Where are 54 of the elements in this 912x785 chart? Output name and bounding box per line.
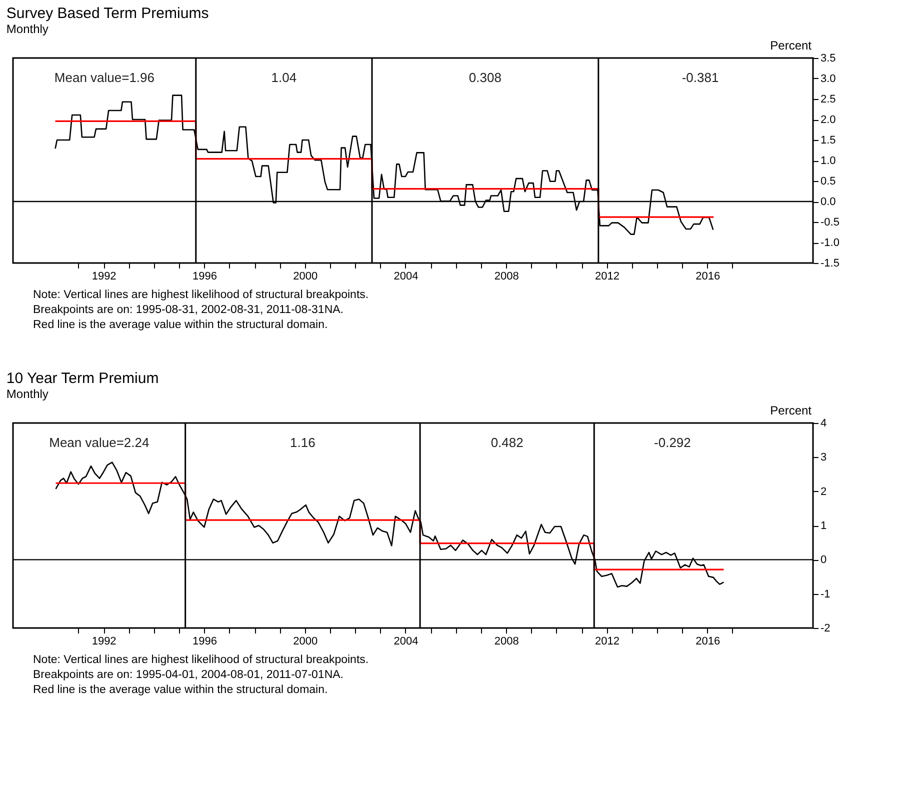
x-tick-label: 2008 — [494, 636, 519, 648]
x-tick-label: 2000 — [293, 636, 318, 648]
y-tick-label: 1.0 — [820, 155, 836, 167]
text: Breakpoints are on: 1995-08-31, 2002-08-31, 2011-08-31NA. — [33, 304, 344, 316]
y-tick-label: 4 — [820, 418, 827, 430]
y-axis-title: Percent — [770, 38, 812, 52]
x-tick-label: 2016 — [696, 636, 720, 648]
x-tick-label: 2012 — [594, 270, 620, 282]
annotation: Mean value=1.96 — [54, 70, 154, 85]
chart-subtitle: Monthly — [6, 387, 48, 401]
x-tick-label: 2004 — [394, 636, 418, 648]
text: Red line is the average value within the structural domain. — [33, 319, 328, 331]
y-tick-label: 2.0 — [820, 114, 836, 126]
chart-title: 10 Year Term Premium — [6, 370, 159, 387]
chart-title: Survey Based Term Premiums — [6, 5, 209, 22]
x-tick-label: 1992 — [92, 636, 116, 648]
annotation: Mean value=2.24 — [49, 435, 150, 450]
y-tick-label: -2 — [820, 622, 830, 634]
x-tick-label: 2004 — [394, 270, 418, 282]
line-series — [54, 482, 724, 570]
y-tick-label: 0 — [820, 554, 827, 566]
annotation: -0.292 — [654, 435, 691, 450]
annotation: 0.308 — [468, 70, 502, 85]
x-tick-label: 2000 — [293, 270, 318, 282]
x-tick-label: 2008 — [494, 270, 519, 282]
y-tick-label: 0.0 — [820, 196, 836, 208]
y-tick-label: 3 — [820, 452, 827, 464]
annotation: -0.381 — [682, 70, 719, 85]
y-tick-label: 3.0 — [820, 73, 836, 85]
y-tick-label: -1 — [820, 588, 830, 600]
y-tick-label: -1.5 — [820, 258, 840, 270]
x-tick-label: 1996 — [192, 270, 217, 282]
text: Note: Vertical lines are highest likelihood of structural breakpoints. — [33, 654, 369, 666]
annotation: 0.482 — [490, 435, 524, 450]
text: Breakpoints are on: 1995-04-01, 2004-08-01, 2011-07-01NA. — [33, 669, 344, 681]
x-tick-label: 1992 — [92, 270, 116, 282]
y-tick-label: 0.5 — [820, 176, 836, 188]
y-tick-label: 3.5 — [820, 52, 836, 64]
chart-subtitle: Monthly — [6, 22, 48, 36]
text: Note: Vertical lines are highest likelihood of structural breakpoints. — [33, 289, 369, 301]
y-tick-label: 1.5 — [820, 134, 836, 146]
y-tick-label: 2.5 — [820, 94, 836, 106]
y-tick-label: -1.0 — [820, 237, 840, 249]
annotation: 1.04 — [271, 70, 297, 85]
y-axis-title: Percent — [770, 404, 812, 418]
x-tick-label: 2016 — [696, 270, 720, 282]
y-tick-label: 2 — [820, 486, 827, 498]
x-tick-label: 1996 — [192, 636, 217, 648]
text: Red line is the average value within the structural domain. — [33, 684, 328, 696]
annotation: 1.16 — [290, 435, 316, 450]
line-series — [54, 120, 714, 218]
x-tick-label: 2012 — [594, 636, 620, 648]
y-tick-label: -0.5 — [820, 216, 840, 228]
y-tick-label: 1 — [820, 520, 827, 532]
